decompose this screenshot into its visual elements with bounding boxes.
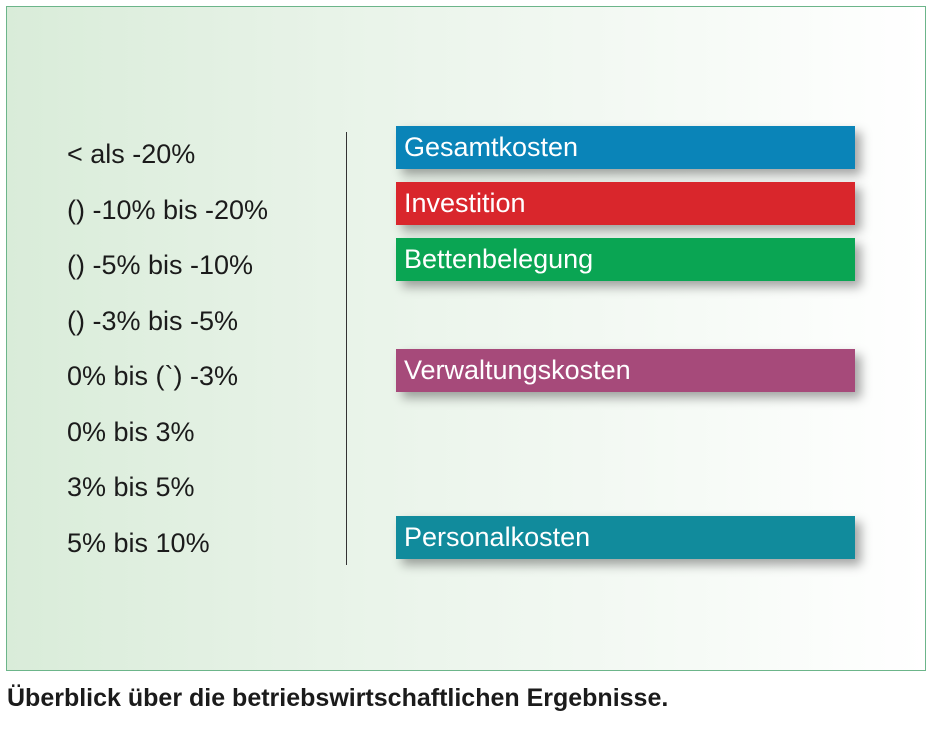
vertical-divider <box>346 132 347 565</box>
range-label-6: 0% bis 3% <box>67 417 195 447</box>
bar-verwaltungskosten: Verwaltungskosten <box>396 349 855 392</box>
bar-gesamtkosten: Gesamtkosten <box>396 126 855 169</box>
range-label-8: 5% bis 10% <box>67 528 210 558</box>
range-label-4: () -3% bis -5% <box>67 306 239 336</box>
range-label-5: 0% bis (`) -3% <box>67 361 239 391</box>
bar-investition: Investition <box>396 182 855 225</box>
range-label-3: () -5% bis -10% <box>67 250 254 280</box>
range-label-1: < als -20% <box>67 139 196 169</box>
range-label-7: 3% bis 5% <box>67 472 195 502</box>
diagram-frame: < als -20% () -10% bis -20% () -5% bis -… <box>6 6 926 671</box>
figure-caption: Überblick über die betriebswirtschaftlic… <box>7 684 669 712</box>
range-label-2: () -10% bis -20% <box>67 195 269 225</box>
bar-bettenbelegung: Bettenbelegung <box>396 238 855 281</box>
bar-personalkosten: Personalkosten <box>396 516 855 559</box>
